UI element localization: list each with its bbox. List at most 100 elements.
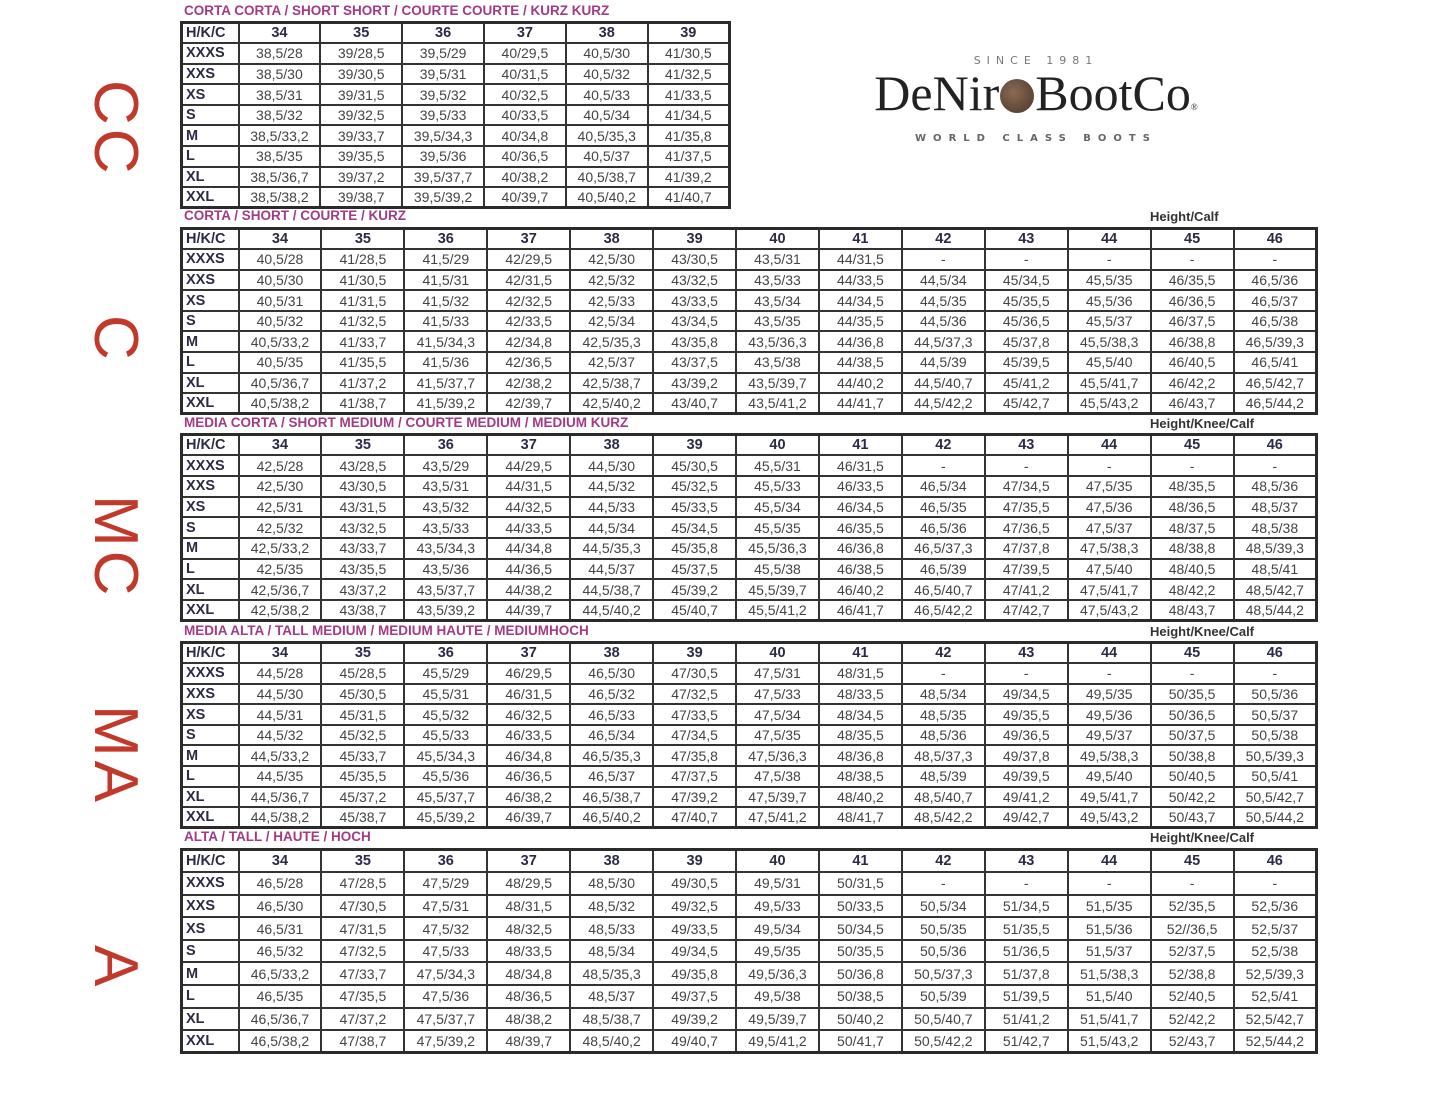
measurement-cell: 39,5/39,2 [401, 186, 485, 209]
table-row: XXS 42,5/30 43/30,5 43,5/31 44/31,5 44,5/32 45… [180, 474, 1318, 498]
measurement-cell: 44/39,7 [486, 599, 572, 622]
measurement-cell: 47,5/39,7 [735, 785, 820, 809]
measurement-cell: 47,5/39,2 [403, 1029, 489, 1054]
table-row: M 40,5/33,2 41/33,7 41,5/34,3 42/34,8 42,5/35… [180, 330, 1318, 354]
logo-brand-right: BootCo [1035, 65, 1191, 121]
shoe-size-header: 46 [1232, 433, 1318, 457]
measurement-cell: 43,5/39,2 [403, 599, 489, 622]
measurement-cell: 48/40,5 [1149, 557, 1235, 581]
measurement-cell: 45/42,7 [983, 392, 1069, 415]
measurement-cell: 46/33,5 [817, 474, 903, 498]
measurement-cell: 46/35,5 [1149, 268, 1235, 292]
shoe-size-header: 36 [403, 848, 489, 874]
measurement-cell: 48/43,7 [1149, 599, 1235, 622]
measurement-cell: 50/36,5 [1149, 703, 1235, 726]
measurement-cell: 48,5/37,3 [900, 744, 986, 768]
measurement-cell: 49/34,5 [652, 938, 738, 964]
measurement-cell: 45/31,5 [320, 703, 406, 726]
measurement-cell: 50,5/40,7 [900, 1006, 986, 1032]
shoe-size-header: 34 [237, 21, 322, 45]
measurement-cell: 52/42,2 [1149, 1006, 1235, 1032]
measurement-cell: 43/33,5 [652, 289, 738, 312]
measurement-cell: 44,5/37 [569, 557, 655, 581]
measurement-cell: 44,5/33,2 [237, 744, 323, 768]
measurement-cell: 44,5/35 [237, 765, 323, 788]
measurement-cell: 48,5/35 [900, 703, 986, 726]
measurement-cell: 44,5/36,7 [237, 785, 323, 809]
measurement-cell: 49,5/34 [735, 916, 820, 941]
measurement-cell: 42,5/33 [569, 289, 655, 312]
size-label: L [180, 557, 240, 581]
measurement-cell: 52/35,5 [1149, 893, 1235, 919]
measurement-cell: 48,5/35,3 [569, 961, 655, 987]
measurement-cell: 50/37,5 [1149, 723, 1235, 747]
measurement-cell: 47/35,5 [320, 984, 406, 1009]
measurement-cell: 45/33,5 [652, 495, 738, 519]
measurement-cell: 38,5/35 [237, 145, 322, 168]
measurement-cell: 49,5/43,2 [1066, 806, 1152, 829]
size-label: XL [180, 578, 240, 601]
measurement-cell: 52,5/36 [1232, 893, 1318, 919]
measurement-cell: 49/37,8 [983, 744, 1069, 768]
size-label: XXXS [180, 454, 240, 477]
measurement-cell: 47/30,5 [320, 893, 406, 919]
size-label: M [180, 536, 240, 560]
measurement-cell: 44/31,5 [486, 474, 572, 498]
size-label: S [180, 103, 240, 127]
measurement-cell: 50,5/36 [1232, 682, 1318, 706]
measurement-cell: 50,5/42,2 [900, 1029, 986, 1054]
measurement-cell: 45/33,7 [320, 744, 406, 768]
measurement-cell: 45/28,5 [320, 662, 406, 685]
measurement-cell: 48,5/32 [569, 893, 655, 919]
measurement-cell: 42/34,8 [486, 330, 572, 354]
measurement-cell: 45,5/33 [735, 474, 820, 498]
measurement-cell: 38,5/32 [237, 103, 322, 127]
measurement-cell: 46,5/33 [569, 703, 655, 726]
measurement-cell: 40,5/35,3 [564, 124, 649, 148]
measurement-cell: 49,5/33 [735, 893, 820, 919]
shoe-size-header: 45 [1149, 227, 1235, 251]
shoe-size-header: 34 [237, 641, 323, 665]
table-row: XXL 40,5/38,2 41/38,7 41,5/39,2 42/39,7 42,5/… [180, 392, 1318, 415]
section-title: MEDIA ALTA / TALL MEDIUM / MEDIUM HAUTE … [184, 623, 589, 638]
table-row: L 38,5/35 39/35,5 39,5/36 40/36,5 40,5/37 41/3… [180, 145, 731, 168]
measurement-cell: 49,5/36,3 [735, 961, 820, 987]
size-label: XS [180, 495, 240, 519]
table-row: L 44,5/35 45/35,5 45,5/36 46/36,5 46,5/37 47/3… [180, 765, 1318, 788]
measurement-cell: 46/33,5 [486, 723, 572, 747]
measurement-cell: 39/33,7 [319, 124, 404, 148]
table-row: M 42,5/33,2 43/33,7 43,5/34,3 44/34,8 44,5/35… [180, 536, 1318, 560]
measurement-cell: 49,5/37 [1066, 723, 1152, 747]
measurement-cell: 47,5/40 [1066, 557, 1152, 581]
measurement-cell: 45,5/35 [1066, 268, 1152, 292]
measurement-cell: 41,5/32 [403, 289, 489, 312]
measurement-cell: 50,5/38 [1232, 723, 1318, 747]
measurement-cell: 41/34,5 [646, 103, 731, 127]
measurement-cell: 41/31,5 [320, 289, 406, 312]
measurement-cell: 44,5/35,3 [569, 536, 655, 560]
brand-logo: SINCE 1981 DeNir BootCo® WORLD CLASS BOOT… [846, 54, 1226, 144]
shoe-size-header: 41 [817, 433, 903, 457]
measurement-cell: 43,5/33 [735, 268, 820, 292]
size-label: XXL [180, 186, 240, 209]
size-label: XL [180, 371, 240, 395]
measurement-cell: 43,5/38 [735, 351, 820, 374]
size-label: L [180, 984, 240, 1009]
size-label: S [180, 309, 240, 333]
shoe-size-header: 41 [817, 848, 903, 874]
measurement-cell: 50/35,5 [1149, 682, 1235, 706]
size-label: XXS [180, 268, 240, 292]
measurement-cell: 45,5/37 [1066, 309, 1152, 333]
measurement-cell: 50/34,5 [817, 916, 903, 941]
measurement-cell: 48/33,5 [486, 938, 572, 964]
logo-registered: ® [1190, 102, 1198, 112]
section-title: CORTA / SHORT / COURTE / KURZ [184, 208, 406, 223]
measurement-cell: 43/37,5 [652, 351, 738, 374]
measurement-cell: 50,5/41 [1232, 765, 1318, 788]
table-row: XXXS 46,5/28 47/28,5 47,5/29 48/29,5 48,5/30 4… [180, 871, 1318, 896]
size-label: XL [180, 165, 240, 189]
shoe-size-header: 38 [569, 433, 655, 457]
shoe-size-header: 37 [486, 227, 572, 251]
measurement-cell: 47,5/31 [735, 662, 820, 685]
measurement-cell: 46,5/39,3 [1232, 330, 1318, 354]
